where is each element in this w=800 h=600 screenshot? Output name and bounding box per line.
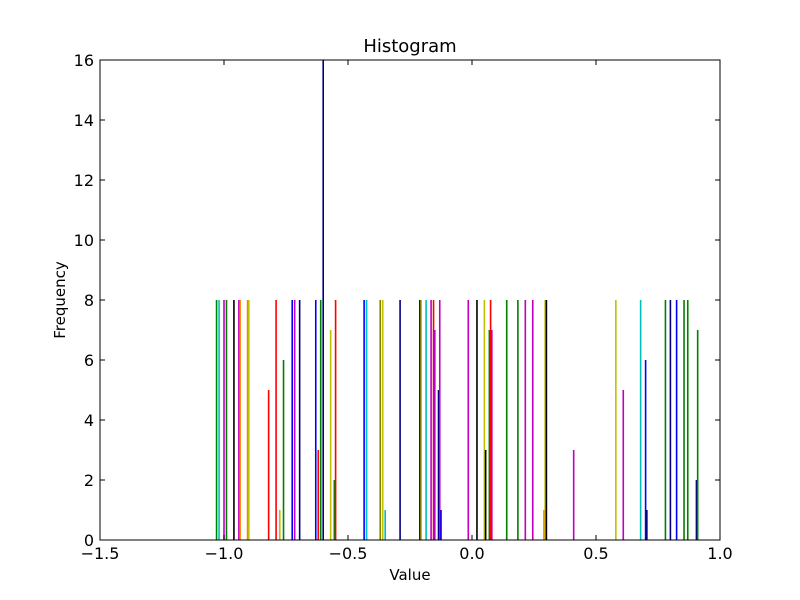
histogram-bar [545, 300, 548, 540]
histogram-bar [238, 300, 240, 540]
histogram-bar [279, 510, 281, 540]
y-tick-label: 10 [74, 231, 94, 250]
histogram-bar [517, 300, 519, 540]
x-axis-label: Value [389, 566, 430, 584]
histogram-bar [365, 300, 368, 540]
histogram-bar [425, 300, 427, 540]
histogram-bar [531, 300, 534, 540]
histogram-bar [333, 480, 336, 540]
x-tick-label: 1.0 [707, 544, 732, 563]
histogram-bar [664, 300, 667, 540]
histogram-bar [543, 510, 545, 540]
histogram-bar [248, 300, 250, 540]
plot-area [100, 60, 720, 540]
y-tick-label: 16 [74, 51, 94, 70]
y-tick-label: 8 [84, 291, 94, 310]
histogram-bar [696, 330, 699, 540]
histogram-bar [225, 300, 228, 540]
histogram-bar [572, 450, 575, 540]
histogram-bar [644, 360, 647, 540]
histogram-bar [419, 300, 421, 540]
histogram-bar [334, 300, 337, 540]
histogram-bar [524, 300, 527, 540]
histogram-bar [669, 300, 672, 540]
histogram-bar [233, 300, 235, 540]
histogram-bar [686, 300, 689, 540]
y-tick-label: 4 [84, 411, 94, 430]
histogram-bar [282, 360, 285, 540]
histogram-bar [384, 510, 386, 540]
y-tick-label: 2 [84, 471, 94, 490]
histogram-bar [544, 300, 546, 540]
histogram-bar [675, 300, 678, 540]
histogram-bar [505, 300, 508, 540]
histogram-bar [438, 300, 441, 540]
x-tick-label: 0.0 [459, 544, 484, 563]
histogram-bar [293, 300, 296, 540]
histogram-bar [246, 300, 249, 540]
histogram-bar [420, 300, 422, 540]
histogram-bar [319, 300, 322, 540]
histogram-bar [275, 300, 277, 540]
histogram-bar [218, 300, 220, 540]
histogram-bar [467, 300, 470, 540]
histogram-bar [291, 300, 293, 540]
histogram-bar [223, 300, 225, 540]
histogram-bar [322, 60, 324, 540]
histogram-bar [317, 450, 320, 540]
histogram-bar [476, 300, 478, 540]
y-tick-label: 0 [84, 531, 94, 550]
histogram-bar [267, 390, 270, 540]
histogram-bar [622, 390, 625, 540]
x-tick-label: 0.5 [583, 544, 608, 563]
histogram-bar [483, 300, 486, 540]
histogram-bar [440, 510, 442, 540]
histogram-bar [379, 300, 382, 540]
histogram-bar [489, 300, 492, 540]
histogram-bar [215, 300, 218, 540]
histogram-bar [646, 510, 648, 540]
y-tick-label: 12 [74, 171, 94, 190]
histogram-bar [298, 300, 301, 540]
ticks-layer: −1.5 −1.0 −0.5 0.0 0.5 1.0 0 2 4 6 8 10 12 14 16 [74, 51, 733, 563]
histogram-bar [314, 300, 317, 540]
histogram-bar [399, 300, 401, 540]
bars-layer [215, 60, 699, 540]
y-tick-label: 14 [74, 111, 94, 130]
histogram-bar [695, 480, 698, 540]
x-tick-label: −1.5 [81, 544, 120, 563]
y-axis-label: Frequency [51, 261, 69, 339]
histogram-bar [329, 330, 332, 540]
histogram-bar [239, 300, 241, 540]
histogram-bar [437, 390, 440, 540]
x-tick-label: −0.5 [329, 544, 368, 563]
histogram-bar [639, 300, 642, 540]
histogram-bar [434, 330, 436, 540]
histogram-bar [363, 300, 365, 540]
histogram-bar [484, 450, 487, 540]
y-tick-label: 6 [84, 351, 94, 370]
histogram-bar [381, 300, 384, 540]
plot-frame [99, 59, 721, 541]
x-tick-label: −1.0 [205, 544, 244, 563]
histogram-bar [491, 330, 493, 540]
histogram-bar [683, 300, 685, 540]
histogram-bar [488, 330, 491, 540]
histogram-bar [430, 300, 432, 540]
chart-title: Histogram [363, 36, 456, 57]
histogram-bar [615, 300, 617, 540]
histogram-bar [432, 300, 435, 540]
